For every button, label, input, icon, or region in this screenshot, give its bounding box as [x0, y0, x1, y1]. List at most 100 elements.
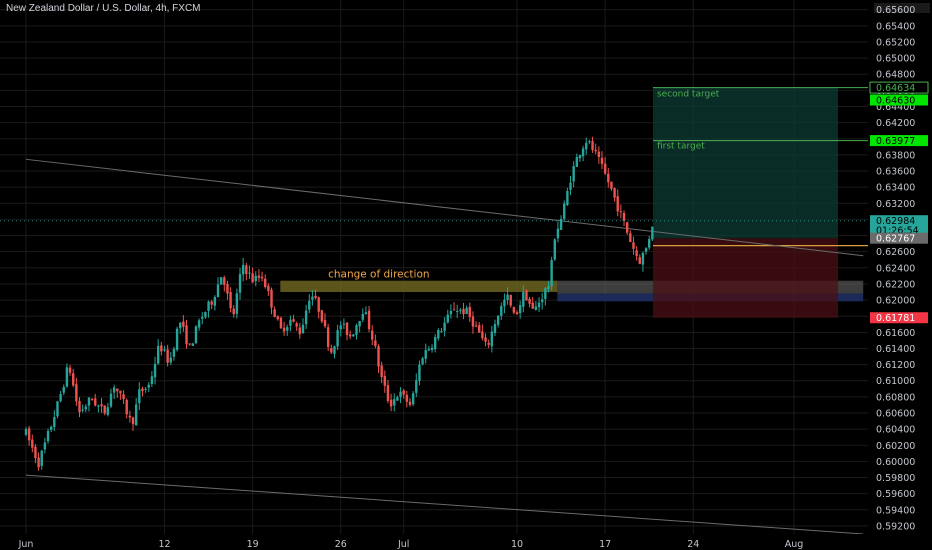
candle-body [594, 149, 597, 152]
candle-body [49, 426, 53, 430]
candle [40, 449, 43, 470]
candle-body [522, 292, 525, 307]
candle-body [232, 308, 235, 315]
price-tick-label: 0.65400 [876, 21, 915, 32]
candle [396, 395, 399, 401]
price-tick-label: 0.62400 [876, 263, 915, 274]
candle-body [569, 182, 572, 190]
time-axis-bg [0, 534, 868, 550]
candle-body [308, 300, 311, 310]
time-tick-label: 19 [247, 539, 259, 550]
candle-body [97, 405, 100, 407]
candle-body [399, 391, 402, 397]
candle-body [352, 334, 355, 337]
candle-body [279, 317, 283, 329]
candle [651, 226, 654, 242]
price-tag-label: 0.63977 [876, 136, 915, 147]
time-tick-label: Aug [785, 539, 804, 550]
price-tick-label: 0.59800 [876, 473, 915, 484]
candle-body [622, 212, 626, 221]
candle [616, 189, 619, 217]
candle [585, 137, 588, 155]
candle-body [169, 357, 172, 363]
candle-body [421, 358, 424, 365]
candle-body [481, 331, 484, 339]
candle [424, 343, 427, 364]
candle [160, 341, 163, 356]
candle [544, 287, 547, 306]
price-tick-label: 0.62200 [876, 279, 915, 290]
candle [358, 320, 361, 333]
candle [317, 296, 320, 319]
candle-body [254, 275, 257, 282]
candle-body [245, 265, 248, 274]
candle-body [493, 324, 497, 334]
candle-body [264, 278, 267, 287]
candle [393, 393, 396, 412]
price-tick-label: 0.59200 [876, 521, 915, 532]
candle-body [474, 325, 478, 327]
candle-body [525, 290, 528, 301]
candle-body [251, 273, 254, 283]
price-tick-label: 0.61600 [876, 328, 915, 339]
candle-body [364, 312, 368, 315]
price-tick-label: 0.61000 [876, 376, 915, 387]
candle [484, 333, 487, 347]
candle [405, 390, 409, 408]
candle-body [326, 327, 330, 347]
candle-body [100, 404, 103, 407]
candle-body [613, 187, 616, 198]
price-tag-bg [870, 215, 928, 227]
candle [563, 200, 566, 221]
candle-body [75, 384, 78, 402]
candle-body [72, 373, 75, 386]
candle [109, 388, 113, 409]
candle [223, 275, 226, 292]
candle-body [563, 203, 566, 219]
candle-body [553, 239, 556, 260]
candle [500, 302, 503, 320]
candle-body [138, 389, 141, 404]
candle-body [175, 328, 179, 350]
price-tick-label: 0.59600 [876, 489, 915, 500]
candle-body [194, 326, 198, 344]
price-tick-label: 0.65200 [876, 37, 915, 48]
candle [345, 322, 349, 341]
candle-body [330, 348, 333, 353]
candle [169, 352, 172, 366]
zone-0 [280, 280, 558, 293]
price-tick-label: 0.60000 [876, 457, 915, 468]
candle-body [84, 406, 88, 410]
candle [314, 289, 317, 300]
candle-body [591, 141, 594, 151]
candle-body [191, 343, 195, 346]
candle-body [635, 250, 638, 256]
candle [119, 390, 122, 400]
candle-body [87, 397, 91, 406]
candle [528, 296, 531, 308]
candle-body [103, 405, 106, 414]
candle-body [544, 288, 547, 299]
candle [150, 371, 154, 388]
candle-body [496, 315, 500, 325]
candle [213, 295, 217, 311]
candle-body [68, 367, 72, 373]
candle [156, 339, 160, 365]
candle-body [78, 400, 81, 413]
candle-body [452, 309, 456, 311]
candle [94, 393, 97, 407]
candle-body [355, 325, 358, 335]
candle [581, 145, 585, 162]
candle [518, 300, 522, 319]
candle [289, 315, 292, 332]
price-tick-label: 0.63400 [876, 183, 915, 194]
candle [591, 136, 594, 153]
time-tick-label: Jul [397, 539, 409, 550]
candle [402, 388, 405, 399]
candle [273, 306, 276, 318]
stop-zone [652, 238, 839, 318]
candle [465, 305, 468, 315]
candle-body [632, 242, 635, 249]
candle-body [490, 331, 494, 347]
